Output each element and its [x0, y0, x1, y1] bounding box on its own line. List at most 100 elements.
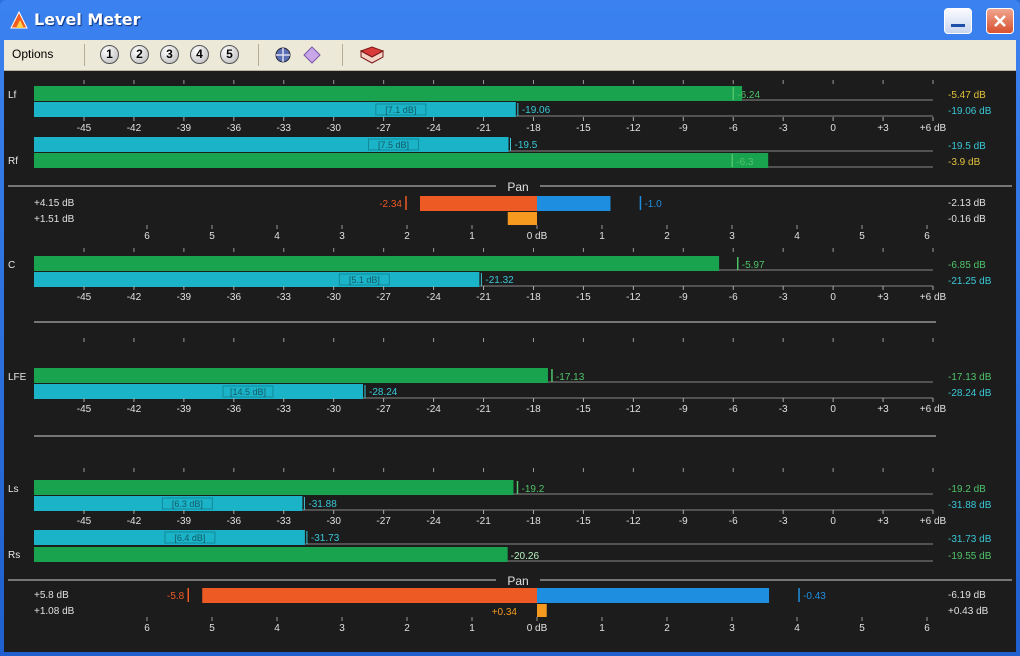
peak-hold-value: -5.97 [742, 260, 765, 271]
crest-factor: [6.3 dB] [172, 499, 203, 509]
close-icon [994, 15, 1006, 27]
pan-small-bar [537, 604, 547, 617]
scale-tick-label: +3 [877, 292, 889, 303]
toolbar-separator [84, 44, 85, 66]
rms-readout: -31.88 dB [948, 500, 992, 511]
app-icon [10, 10, 28, 29]
scale-tick-label: -24 [426, 404, 441, 415]
peak-hold-value: -17.13 [556, 372, 585, 383]
channel-button-2[interactable]: 2 [130, 45, 149, 64]
scale-tick-label: -3 [779, 516, 788, 527]
pan-right-peak: -6.19 dB [948, 590, 986, 601]
pan-scale-label: 3 [339, 231, 345, 242]
crest-box [375, 103, 427, 116]
options-menu[interactable]: Options [12, 47, 54, 61]
scale-tick-label: -45 [77, 123, 92, 134]
rms-bar [34, 530, 305, 545]
scale-tick-label: -42 [127, 516, 142, 527]
scale-tick-label: -30 [326, 123, 341, 134]
peak-readout: -3.9 dB [948, 157, 981, 168]
pan-scale-label: 4 [274, 623, 280, 634]
meter-panel: Lf [7.1 dB] -19.06 -6.24 -5.47 dB -19.06 dB -4… [4, 71, 1016, 652]
scale-tick-label: 0 [830, 516, 836, 527]
rms-readout: -28.24 dB [948, 388, 992, 399]
scale-tick-label: -21 [476, 292, 491, 303]
rms-readout: -21.25 dB [948, 276, 992, 287]
scale-tick-label: -24 [426, 292, 441, 303]
channel-button-1[interactable]: 1 [100, 45, 119, 64]
channel-label: Ls [8, 484, 19, 495]
peak-readout: -5.47 dB [948, 90, 986, 101]
pan-scale-label: 5 [209, 623, 215, 634]
scale-tick-label: +3 [877, 123, 889, 134]
peak-hold-value: -6.3 [736, 157, 754, 168]
pan-scale-label: 5 [859, 231, 865, 242]
pan-right-bar [537, 196, 611, 211]
scale-tick-label: -33 [277, 123, 292, 134]
scale-tick-label: -27 [376, 123, 391, 134]
pan-left-peak: +4.15 dB [34, 198, 75, 209]
window-title: Level Meter [34, 10, 141, 29]
pan-scale-label: 1 [469, 623, 475, 634]
scale-tick-label: -33 [277, 516, 292, 527]
scale-tick-label: -9 [679, 123, 688, 134]
crest-factor: [7.5 dB] [378, 140, 409, 150]
pan-scale-label: 3 [339, 623, 345, 634]
rms-value: -21.32 [485, 275, 514, 286]
diamond-icon[interactable] [302, 45, 322, 65]
rms-bar [34, 272, 480, 287]
scale-tick-label: -12 [626, 404, 641, 415]
title-bar[interactable]: Level Meter [0, 0, 1020, 40]
rms-value: -31.88 [308, 499, 337, 510]
pan-small-marker-value: +0.34 [492, 607, 518, 618]
pan-peak-marker-value: -5.8 [167, 591, 185, 602]
channel-button-4[interactable]: 4 [190, 45, 209, 64]
pan-scale-label: 5 [859, 623, 865, 634]
close-button[interactable] [986, 8, 1014, 34]
scale-tick-label: -39 [177, 404, 192, 415]
scale-tick-label: -42 [127, 404, 142, 415]
pan-left-peak: +5.8 dB [34, 590, 69, 601]
pan-right-rms: +0.43 dB [948, 606, 989, 617]
crest-box [222, 385, 274, 398]
pan-scale-label: 0 dB [527, 231, 548, 242]
scale-tick-label: -39 [177, 292, 192, 303]
scale-tick-label: -39 [177, 123, 192, 134]
scale-tick-label: -45 [77, 404, 92, 415]
rms-readout: -31.73 dB [948, 534, 992, 545]
peak-bar [34, 256, 720, 271]
channel-button-5[interactable]: 5 [220, 45, 239, 64]
speaker-config-icon[interactable] [272, 45, 294, 65]
scale-tick-label: -33 [277, 292, 292, 303]
pan-left-bar [202, 588, 537, 603]
pan-scale-label: 6 [924, 623, 930, 634]
pan-peak-marker-value: -2.34 [379, 199, 402, 210]
scale-tick-label: -30 [326, 516, 341, 527]
pan-scale-label: 2 [404, 231, 410, 242]
scale-tick-label: -12 [626, 292, 641, 303]
channel-button-3[interactable]: 3 [160, 45, 179, 64]
scale-tick-label: -27 [376, 516, 391, 527]
pan-right-peak: -2.13 dB [948, 198, 986, 209]
scale-tick-label: -36 [227, 123, 242, 134]
pan-title: Pan [507, 574, 528, 588]
peak-bar [34, 368, 548, 383]
scale-tick-label: -3 [779, 123, 788, 134]
pan-scale-label: 4 [274, 231, 280, 242]
pan-scale-label: 4 [794, 231, 800, 242]
scale-tick-label: -36 [227, 516, 242, 527]
book-icon[interactable] [358, 45, 386, 65]
meter-canvas: Lf [7.1 dB] -19.06 -6.24 -5.47 dB -19.06 dB -4… [8, 80, 1012, 634]
pan-scale-label: 6 [924, 231, 930, 242]
crest-factor: [14.5 dB] [230, 387, 266, 397]
pan-scale-label: 1 [599, 623, 605, 634]
peak-bar [34, 480, 514, 495]
pan-scale-label: 6 [144, 623, 150, 634]
minimize-button[interactable] [944, 8, 972, 34]
scale-tick-label: -15 [576, 292, 591, 303]
scale-tick-label: -30 [326, 292, 341, 303]
pan-left-rms: +1.51 dB [34, 214, 75, 225]
rms-readout: -19.06 dB [948, 106, 992, 117]
pan-title: Pan [507, 180, 528, 194]
pan-scale-label: 3 [729, 623, 735, 634]
